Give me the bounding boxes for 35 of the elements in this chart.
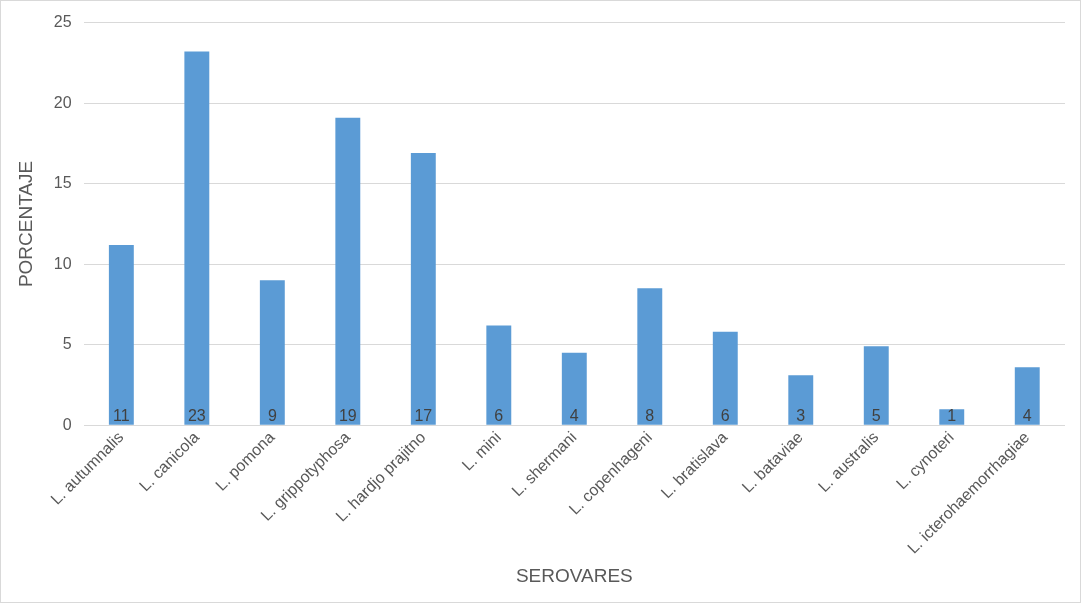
bar <box>561 352 587 425</box>
x-tick-label: L. mini <box>458 428 505 474</box>
bar <box>259 280 285 425</box>
y-tick-label: 5 <box>62 335 72 353</box>
data-label: 6 <box>720 406 730 424</box>
bar <box>712 331 738 425</box>
bar <box>1014 367 1040 425</box>
y-tick-label: 20 <box>53 93 72 111</box>
bar <box>486 325 512 425</box>
data-label: 23 <box>187 406 206 424</box>
data-label: 8 <box>645 406 655 424</box>
bar <box>335 117 361 425</box>
y-tick-label: 25 <box>53 13 72 31</box>
bar <box>637 288 663 425</box>
data-label: 3 <box>796 406 806 424</box>
y-tick-label: 0 <box>62 415 72 433</box>
y-tick-label: 10 <box>53 254 72 272</box>
data-label: 5 <box>871 406 881 424</box>
bar <box>863 346 889 425</box>
data-label: 6 <box>494 406 504 424</box>
bar <box>939 409 965 425</box>
bar <box>184 51 210 425</box>
x-axis-title: SEROVARES <box>515 564 633 586</box>
data-label: 9 <box>267 406 277 424</box>
bar <box>108 244 134 425</box>
y-tick-label: 15 <box>53 174 72 192</box>
data-label: 17 <box>414 406 433 424</box>
data-label: 11 <box>113 406 130 424</box>
data-label: 1 <box>947 406 957 424</box>
y-axis-title: PORCENTAJE <box>14 160 36 288</box>
data-label: 4 <box>1022 406 1032 424</box>
bar <box>788 375 814 425</box>
data-label: 4 <box>569 406 579 424</box>
bar <box>410 153 436 425</box>
data-label: 19 <box>338 406 357 424</box>
